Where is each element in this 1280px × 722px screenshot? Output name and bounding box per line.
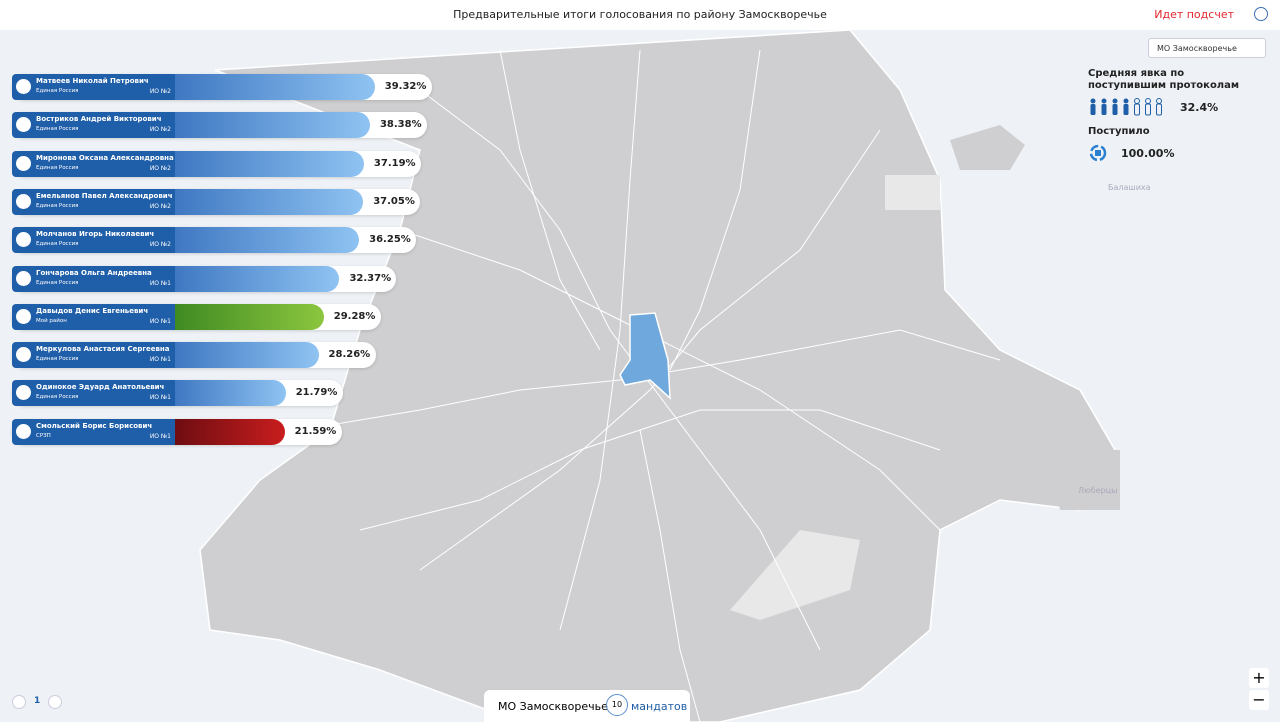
map: Балашиха Люберцы xyxy=(0,30,1280,722)
party-logo xyxy=(16,385,31,401)
candidate-info: Матвеев Николай Петрович Единая Россия ИО … xyxy=(12,74,175,100)
candidate-district: ИО №1 xyxy=(149,279,171,287)
candidate-info: Одинокое Эдуард Анатольевич Единая Россия… xyxy=(12,380,175,407)
candidate-party: Единая Россия xyxy=(36,164,79,171)
result-percent: 38.38% xyxy=(379,119,422,131)
result-percent: 39.32% xyxy=(384,81,427,92)
play-button[interactable] xyxy=(1254,7,1268,21)
mandates-count: 10 xyxy=(606,694,628,716)
result-percent: 32.37% xyxy=(349,272,392,284)
candidate-info: Гончарова Ольга Андреевна Единая Россия ИО… xyxy=(12,265,175,292)
result-bar xyxy=(175,418,285,445)
result-bar xyxy=(175,227,360,254)
party-logo xyxy=(16,270,31,286)
page-title: Предварительные итоги голосования по рай… xyxy=(453,8,827,21)
candidate-name: Емельянов Павел Александрович xyxy=(36,191,173,200)
turnout-row: 32.4% xyxy=(1088,98,1268,116)
party-logo xyxy=(16,308,31,324)
candidate-info: Миронова Оксана Александровна Единая Росс… xyxy=(12,150,175,177)
received-value: 100.00% xyxy=(1121,147,1175,160)
result-percent: 29.28% xyxy=(333,310,376,322)
candidate-name: Давыдов Денис Евгеньевич xyxy=(36,306,149,315)
party-logo xyxy=(16,232,31,248)
candidate-party: Единая Россия xyxy=(36,279,79,286)
result-bar xyxy=(175,265,340,292)
turnout-label: Средняя явка по поступившим протоколам xyxy=(1088,68,1240,91)
candidate-name: Востриков Андрей Викторович xyxy=(36,115,162,124)
result-bar xyxy=(175,303,324,330)
candidate-party: Единая Россия xyxy=(36,356,79,363)
candidate-district: ИО №1 xyxy=(149,432,171,440)
candidate-info: Смольский Борис Борисович СРЗП ИО №1 xyxy=(12,418,175,445)
result-bar xyxy=(175,150,364,177)
next-page[interactable] xyxy=(48,695,62,709)
party-logo xyxy=(16,347,31,363)
result-bar xyxy=(175,188,364,215)
candidate-info: Емельянов Павел Александрович Единая Росс… xyxy=(12,188,175,215)
candidate-name: Меркулова Анастасия Сергеевна xyxy=(36,345,170,354)
zoom-in[interactable]: + xyxy=(1249,668,1269,688)
candidate-district: ИО №2 xyxy=(149,241,171,249)
candidate-party: Единая Россия xyxy=(36,202,79,209)
party-logo xyxy=(16,423,31,439)
turnout-value: 32.4% xyxy=(1180,101,1219,114)
candidate-party: Единая Россия xyxy=(36,241,79,248)
party-logo xyxy=(16,117,31,133)
candidate-party: Единая Россия xyxy=(36,126,79,133)
header: Предварительные итоги голосования по рай… xyxy=(0,0,1280,30)
prev-page[interactable] xyxy=(12,695,26,709)
result-percent: 21.79% xyxy=(295,387,338,399)
received-icon xyxy=(1089,144,1107,162)
candidate-name: Миронова Оксана Александровна xyxy=(36,153,174,162)
candidate-name: Смольский Борис Борисович xyxy=(36,421,153,430)
district-dropdown[interactable]: МО Замоскворечье xyxy=(1148,38,1266,58)
candidate-name: Гончарова Ольга Андреевна xyxy=(36,268,152,277)
map-label: Балашиха xyxy=(1108,183,1151,192)
candidate-district: ИО №1 xyxy=(149,394,171,402)
result-percent: 37.05% xyxy=(373,195,415,207)
result-bar xyxy=(175,342,319,369)
footer-district: МО Замоскворечье xyxy=(498,700,608,713)
result-bar xyxy=(175,74,375,100)
candidate-district: ИО №2 xyxy=(149,88,171,95)
result-bar xyxy=(175,380,286,407)
candidate-info: Востриков Андрей Викторович Единая Россия… xyxy=(12,112,175,139)
candidate-name: Молчанов Игорь Николаевич xyxy=(36,230,155,239)
candidate-name: Матвеев Николай Петрович xyxy=(36,77,149,85)
candidate-district: ИО №1 xyxy=(149,317,171,325)
party-logo xyxy=(16,193,31,209)
result-bar xyxy=(175,112,370,139)
candidate-district: ИО №2 xyxy=(149,202,171,210)
result-percent: 36.25% xyxy=(369,234,411,246)
stats-panel: Средняя явка по поступившим протоколам 3… xyxy=(1088,68,1268,163)
candidate-party: Мой район xyxy=(36,317,67,324)
candidate-party: Единая Россия xyxy=(36,88,79,94)
received-row: 100.00% xyxy=(1088,143,1268,163)
candidate-info: Меркулова Анастасия Сергеевна Единая Росс… xyxy=(12,342,175,369)
turnout-icons xyxy=(1090,98,1162,116)
party-logo xyxy=(16,79,31,94)
candidate-party: Единая Россия xyxy=(36,394,79,401)
candidate-district: ИО №1 xyxy=(149,356,171,364)
party-logo xyxy=(16,155,31,171)
result-percent: 37.19% xyxy=(373,157,416,169)
page-number[interactable]: 1 xyxy=(34,696,41,706)
footer-box: МО Замоскворечье 10 мандатов xyxy=(484,690,690,722)
candidate-party: СРЗП xyxy=(36,432,51,439)
candidate-district: ИО №2 xyxy=(149,164,171,172)
mandates-label: мандатов xyxy=(631,700,688,713)
candidate-district: ИО №2 xyxy=(149,126,171,134)
zoom-out[interactable]: − xyxy=(1249,690,1269,710)
candidate-info: Давыдов Денис Евгеньевич Мой район ИО №1 xyxy=(12,303,175,330)
status[interactable]: Идет подсчет xyxy=(1154,8,1234,21)
result-percent: 21.59% xyxy=(294,425,337,437)
candidate-name: Одинокое Эдуард Анатольевич xyxy=(36,383,165,392)
received-label: Поступило xyxy=(1088,126,1150,137)
candidate-info: Молчанов Игорь Николаевич Единая Россия ИО… xyxy=(12,227,175,254)
result-percent: 28.26% xyxy=(328,349,371,361)
map-label: Люберцы xyxy=(1078,486,1117,495)
